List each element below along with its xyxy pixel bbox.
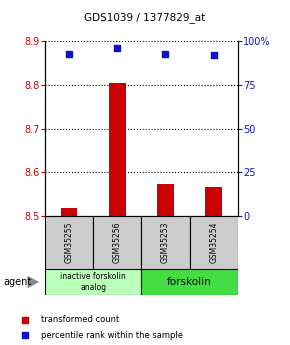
Point — [23, 317, 28, 322]
Point — [23, 332, 28, 338]
Text: GSM35254: GSM35254 — [209, 221, 218, 263]
Bar — [45, 269, 142, 295]
Bar — [93, 216, 142, 269]
Bar — [190, 216, 238, 269]
Bar — [45, 216, 93, 269]
Bar — [142, 269, 238, 295]
Text: agent: agent — [3, 277, 31, 287]
Point — [163, 51, 168, 56]
Text: GSM35255: GSM35255 — [65, 221, 74, 263]
Bar — [142, 216, 190, 269]
Text: GSM35253: GSM35253 — [161, 221, 170, 263]
Text: forskolin: forskolin — [167, 277, 212, 287]
Text: percentile rank within the sample: percentile rank within the sample — [41, 331, 183, 339]
Point — [115, 46, 119, 51]
Text: GSM35256: GSM35256 — [113, 221, 122, 263]
Bar — [109, 83, 126, 216]
Bar — [205, 187, 222, 216]
Text: inactive forskolin
analog: inactive forskolin analog — [60, 272, 126, 292]
Point — [211, 52, 216, 58]
Point — [67, 51, 71, 56]
Polygon shape — [28, 276, 39, 288]
Bar — [61, 208, 77, 216]
Text: transformed count: transformed count — [41, 315, 119, 324]
Bar — [157, 184, 174, 216]
Text: GDS1039 / 1377829_at: GDS1039 / 1377829_at — [84, 12, 206, 23]
